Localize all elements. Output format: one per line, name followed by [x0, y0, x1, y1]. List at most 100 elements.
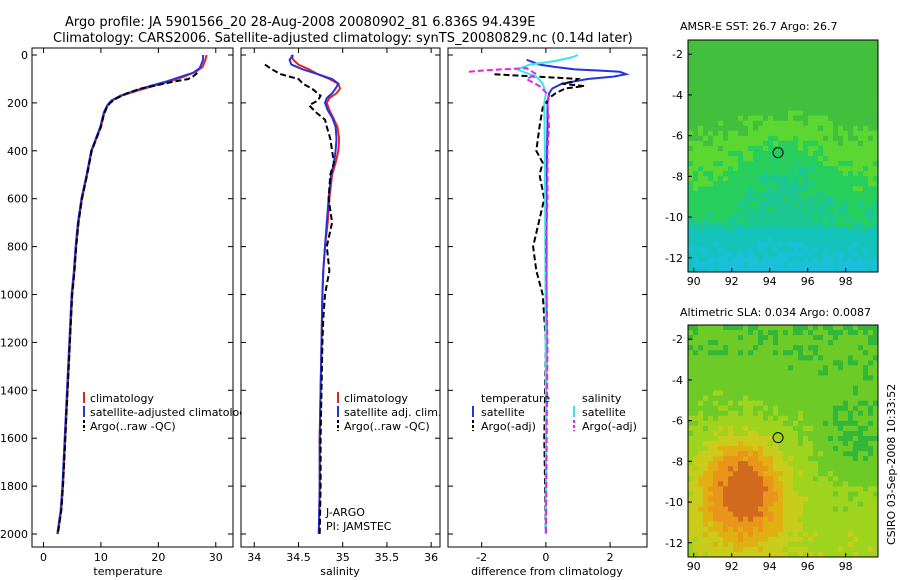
- sst-map-cell: [868, 181, 874, 187]
- sst-map-cell: [843, 246, 849, 253]
- sst-map-cell: [818, 90, 824, 96]
- sla-map-cell: [763, 521, 769, 528]
- sst-map-cell: [848, 166, 854, 172]
- sst-map-cell: [703, 181, 709, 187]
- sst-map-cell: [703, 90, 709, 96]
- sla-map-cell: [803, 430, 809, 437]
- sla-map-cell: [863, 546, 869, 553]
- sst-map-cell: [788, 45, 794, 51]
- sst-map-cell: [748, 130, 754, 137]
- sla-map-cell: [768, 506, 774, 513]
- sst-map-cell: [768, 40, 774, 46]
- sla-map-cell: [773, 350, 779, 356]
- sst-map-cell: [703, 145, 709, 152]
- sst-map-cell: [693, 95, 699, 101]
- sst-map-cell: [823, 75, 829, 81]
- sla-map-cell: [808, 355, 814, 361]
- sst-map-cell: [833, 216, 839, 222]
- sla-map-cell: [833, 330, 839, 336]
- sst-map-cell: [688, 90, 694, 96]
- sla-map-cell: [753, 420, 759, 427]
- sst-map-cell: [763, 241, 769, 248]
- sla-map-cell: [758, 471, 764, 477]
- depth-tick-label: 2000: [0, 528, 28, 541]
- sla-map-cell: [788, 531, 794, 538]
- sla-map-cell: [868, 531, 874, 538]
- sla-map-cell: [778, 365, 784, 371]
- sla-map-cell: [783, 395, 789, 402]
- sla-map-cell: [798, 345, 804, 351]
- sla-map-cell: [693, 446, 699, 452]
- sst-map-cell: [723, 70, 729, 76]
- sla-map-cell: [733, 491, 739, 497]
- sst-map-cell: [688, 80, 694, 86]
- sst-map-cell: [793, 75, 799, 81]
- sla-map-cell: [728, 516, 734, 523]
- sla-map-cell: [758, 506, 764, 513]
- sla-map-cell: [813, 466, 819, 472]
- sst-map-cell: [733, 181, 739, 187]
- sst-map-cell: [798, 206, 804, 212]
- salinity-xtick-label: 34: [247, 551, 261, 564]
- sla-map-cell: [848, 420, 854, 427]
- sla-map-cell: [818, 425, 824, 432]
- sla-map-cell: [748, 425, 754, 432]
- sla-map-cell: [723, 456, 729, 462]
- sst-map-cell: [783, 211, 789, 217]
- sst-map-cell: [743, 221, 749, 228]
- sla-map-cell: [703, 380, 709, 386]
- sst-map-cell: [818, 261, 824, 268]
- sla-map-cell: [838, 446, 844, 452]
- sla-map-cell: [708, 511, 714, 518]
- sst-map-cell: [743, 231, 749, 238]
- sst-map-cell: [743, 241, 749, 248]
- sla-map-cell: [693, 471, 699, 477]
- sst-map-cell: [803, 140, 809, 147]
- sst-map-cell: [758, 226, 764, 233]
- sst-map-cell: [823, 241, 829, 248]
- sla-map-cell: [788, 410, 794, 417]
- sst-map-cell: [733, 150, 739, 157]
- sla-map-cell: [833, 340, 839, 346]
- sst-map-cell: [703, 50, 709, 56]
- sla-map-cell: [708, 491, 714, 497]
- sla-map-cell: [763, 536, 769, 543]
- sla-map-cell: [693, 491, 699, 497]
- sst-map-cell: [818, 196, 824, 202]
- sla-map-cell: [728, 496, 734, 502]
- sla-map-cell: [778, 380, 784, 386]
- sla-map-cell: [823, 360, 829, 366]
- sla-map-cell: [728, 415, 734, 422]
- sla-map-cell: [753, 340, 759, 346]
- sla-map-cell: [708, 501, 714, 507]
- sst-map-cell: [763, 90, 769, 96]
- sst-map-cell: [768, 236, 774, 243]
- sst-map-cell: [733, 65, 739, 71]
- sla-map-cell: [838, 335, 844, 341]
- sla-map-cell: [868, 360, 874, 366]
- sla-map-cell: [738, 516, 744, 523]
- sst-map-cell: [868, 216, 874, 222]
- sla-map-cell: [733, 415, 739, 422]
- sla-map-cell: [748, 526, 754, 533]
- sst-map-cell: [703, 246, 709, 253]
- sla-map-cell: [703, 506, 709, 513]
- sst-map-cell: [873, 110, 879, 117]
- sst-map-cell: [808, 45, 814, 51]
- sla-map-cell: [823, 400, 829, 407]
- sla-map-cell: [718, 435, 724, 442]
- sst-map-cell: [698, 266, 704, 273]
- sst-map-cell: [778, 231, 784, 238]
- sst-map-cell: [778, 45, 784, 51]
- sla-map-cell: [833, 375, 839, 381]
- sst-map-cell: [758, 196, 764, 202]
- sla-map-cell: [823, 496, 829, 502]
- sla-map-cell: [848, 456, 854, 462]
- sla-map-cell: [803, 425, 809, 432]
- sla-map-cell: [763, 420, 769, 427]
- sla-map-cell: [733, 360, 739, 366]
- sla-map-cell: [718, 541, 724, 548]
- sla-map-cell: [803, 501, 809, 507]
- sla-map-cell: [873, 370, 879, 376]
- sst-map-cell: [748, 246, 754, 253]
